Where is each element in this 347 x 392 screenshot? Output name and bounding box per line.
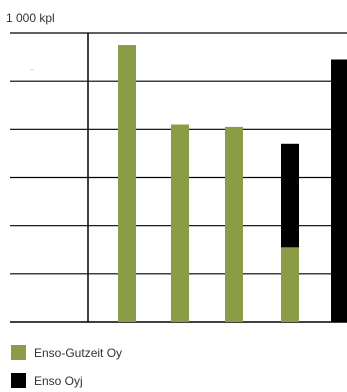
bar-enso-gutzeit-1 — [118, 45, 136, 323]
y-unit-label: 1 000 kpl — [6, 11, 55, 25]
legend-swatch-enso-oyj — [11, 373, 26, 388]
bar-enso-oyj-4 — [281, 143, 299, 248]
legend-label-enso-oyj: Enso Oyj — [34, 373, 83, 388]
legend-item-enso-gutzeit: Enso-Gutzeit Oy — [11, 345, 122, 360]
legend-label-enso-gutzeit: Enso-Gutzeit Oy — [34, 345, 123, 360]
bar-enso-gutzeit-4 — [281, 247, 299, 322]
bar-chart — [10, 32, 347, 323]
legend-item-enso-oyj: Enso Oyj — [11, 373, 83, 388]
bar-enso-gutzeit-3 — [225, 126, 243, 322]
tiny-annotation: ---- — [30, 67, 34, 71]
bar-enso-gutzeit-2 — [171, 124, 189, 323]
bar-enso-oyj-5 — [331, 59, 347, 322]
legend-swatch-enso-gutzeit — [11, 345, 26, 360]
